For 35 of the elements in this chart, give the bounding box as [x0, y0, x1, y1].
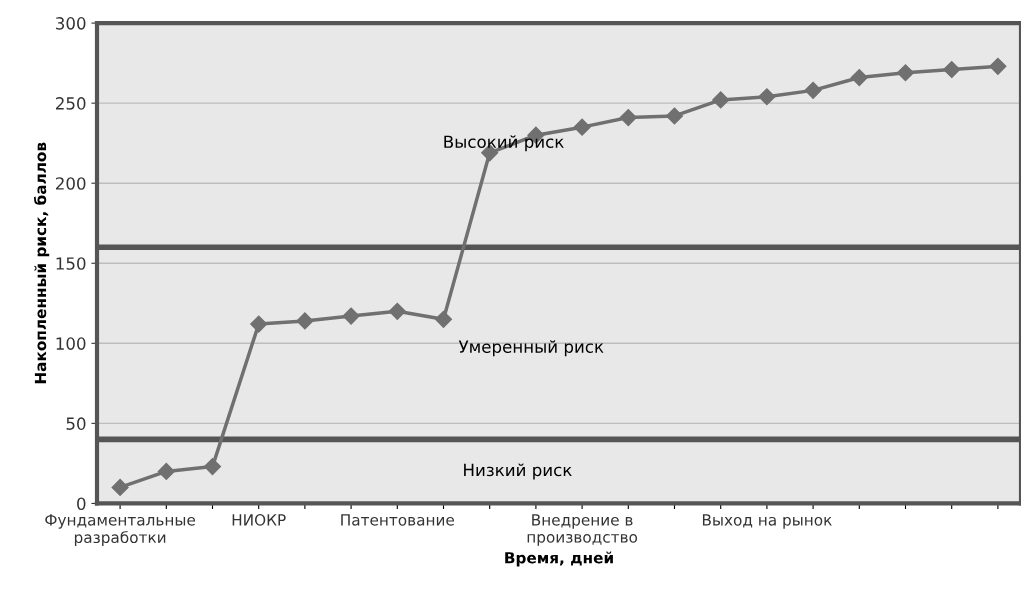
y-tick-label: 150 [56, 257, 86, 270]
point [434, 310, 453, 328]
y-tick-label: 200 [55, 177, 86, 190]
y-tick-label: 0 [77, 497, 86, 510]
annotation: Умеренный риск [458, 340, 604, 357]
point [573, 118, 591, 136]
point [896, 64, 915, 82]
point [989, 57, 1007, 75]
point [665, 107, 684, 125]
x-tick-label: НИОКР [232, 514, 286, 526]
point [619, 109, 637, 127]
x-tick-label: Фундаментальные разработки [45, 514, 196, 547]
point [203, 458, 222, 476]
point [388, 302, 406, 320]
point [342, 307, 360, 325]
x-axis-title: Время, дней [505, 551, 613, 567]
point [157, 462, 175, 480]
point [758, 88, 776, 106]
point [712, 91, 730, 109]
x-tick-label: Внедрение в производство [527, 514, 638, 546]
y-axis-title: Накопленный риск, баллов [33, 142, 50, 384]
point [111, 478, 129, 496]
point [804, 81, 822, 99]
point [943, 60, 961, 79]
point [850, 68, 868, 87]
annotation: Высокий риск [444, 135, 564, 152]
y-tick-label: 100 [56, 337, 86, 350]
point [250, 315, 268, 333]
y-tick-label: 250 [55, 97, 86, 110]
x-tick-label: Патентование [341, 514, 455, 526]
x-tick-label: Выход на рынок [702, 514, 832, 529]
y-tick-label: 300 [56, 17, 86, 30]
point [296, 312, 314, 330]
y-tick-label: 50 [66, 417, 86, 430]
annotation: Низкий риск [464, 463, 572, 480]
